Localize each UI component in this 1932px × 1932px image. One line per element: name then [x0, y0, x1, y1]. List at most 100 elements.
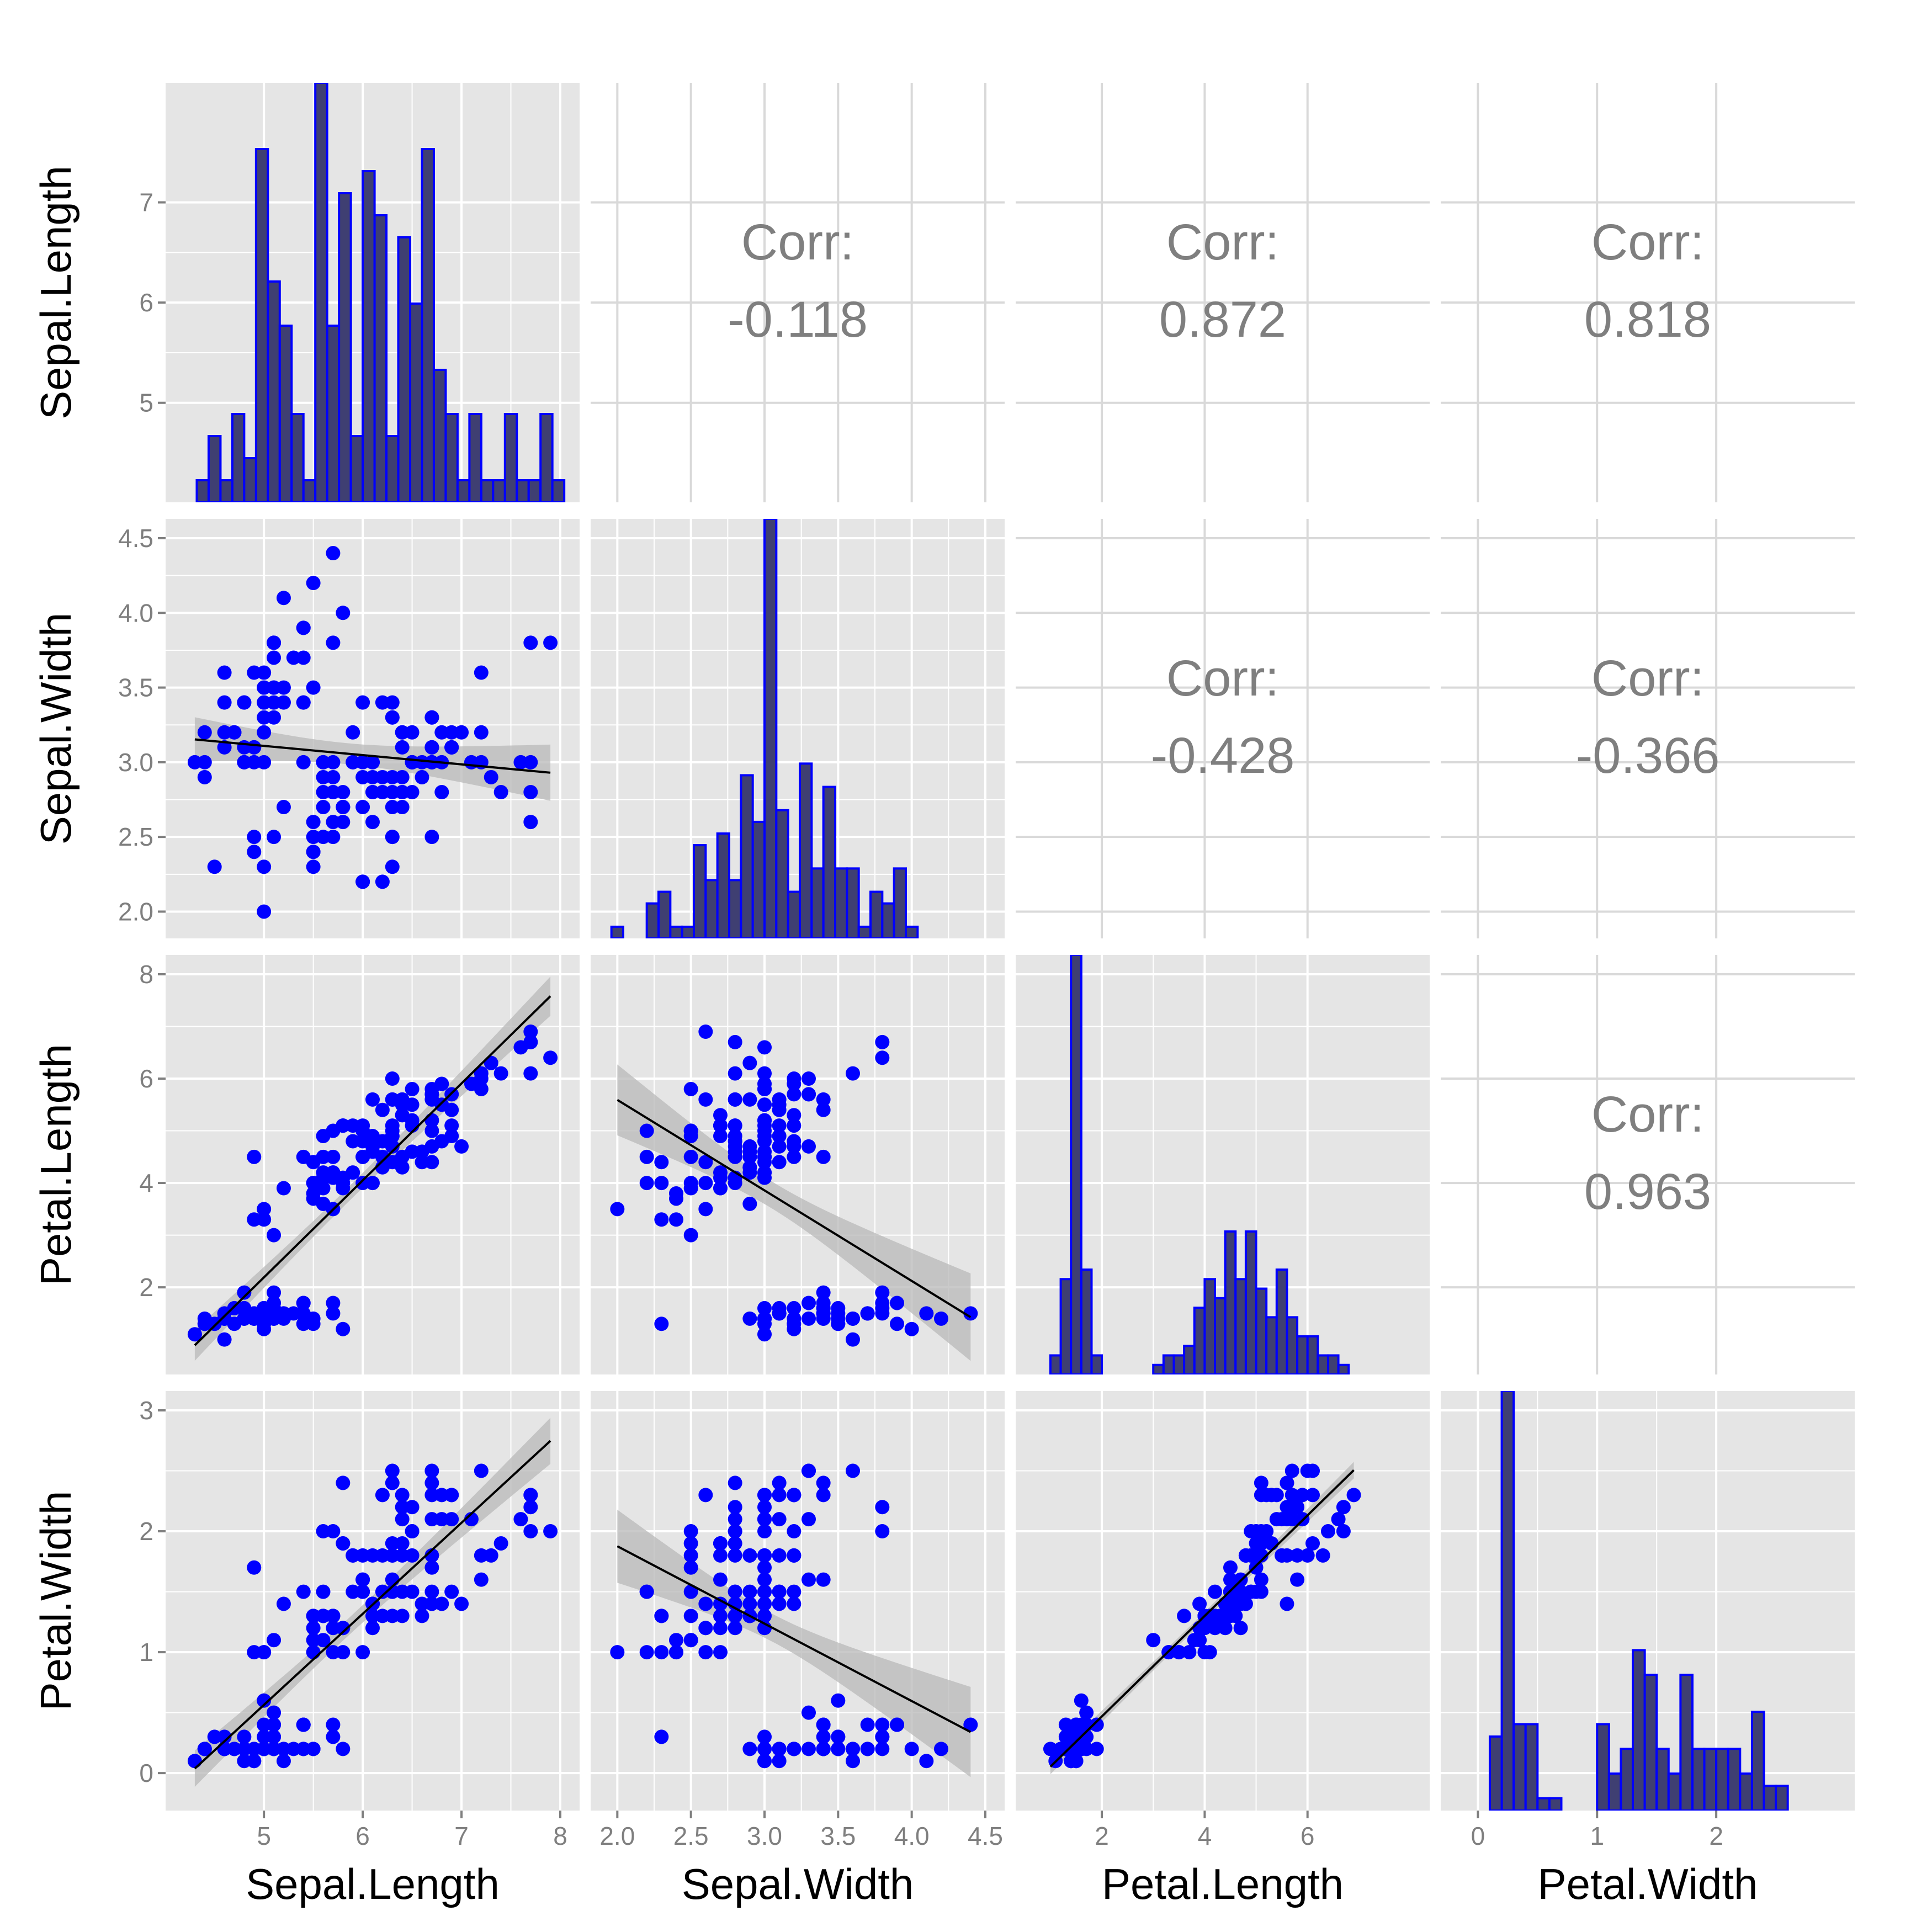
data-point: [875, 1034, 890, 1049]
data-point: [831, 1729, 846, 1744]
data-point: [375, 1609, 390, 1623]
histogram-bar: [610, 925, 624, 938]
data-point: [669, 1191, 683, 1206]
histogram-bar: [799, 762, 813, 938]
data-point: [484, 1548, 498, 1563]
histogram-bar: [254, 148, 269, 502]
data-point: [267, 680, 282, 695]
data-point: [543, 1524, 558, 1539]
data-point: [787, 1584, 802, 1599]
histogram-bar: [857, 925, 872, 938]
data-point: [757, 1301, 772, 1315]
data-point: [1079, 1705, 1094, 1720]
data-point: [728, 1475, 742, 1490]
data-point: [860, 1717, 875, 1732]
histogram-bar: [349, 435, 364, 502]
data-point: [454, 1596, 469, 1611]
panel-marks: [1488, 1391, 1789, 1811]
data-point: [757, 1500, 772, 1515]
data-point: [257, 710, 272, 725]
data-point: [846, 1742, 860, 1756]
histogram-bar: [787, 890, 801, 938]
x-tick-label: 4.5: [968, 1822, 1003, 1850]
histogram-bar: [1234, 1278, 1247, 1374]
histogram-bar: [397, 236, 411, 502]
histogram-bar: [893, 867, 907, 938]
data-point: [919, 1306, 934, 1321]
data-point: [1254, 1475, 1268, 1490]
data-point: [474, 665, 489, 680]
data-point: [1285, 1463, 1299, 1478]
histogram-bar: [1703, 1748, 1718, 1811]
histogram-bar: [1620, 1748, 1634, 1811]
data-point: [713, 1181, 728, 1196]
data-point: [757, 1609, 772, 1623]
data-point: [816, 1475, 831, 1490]
data-point: [1079, 1729, 1094, 1744]
data-point: [1290, 1500, 1305, 1515]
data-point: [890, 1317, 904, 1331]
data-point: [316, 1609, 331, 1623]
data-point: [237, 1311, 252, 1326]
data-point: [698, 1621, 713, 1636]
histogram-bar: [881, 902, 895, 938]
data-point: [247, 1560, 262, 1575]
data-point: [375, 785, 390, 799]
data-point: [890, 1296, 904, 1310]
data-point: [742, 1742, 757, 1756]
data-point: [187, 1754, 202, 1769]
data-point: [787, 1087, 802, 1102]
data-point: [405, 725, 420, 740]
data-point: [772, 1102, 787, 1117]
histogram-bar: [1739, 1772, 1753, 1811]
fit-line: [1049, 1469, 1355, 1768]
data-point: [405, 1524, 420, 1539]
fit-line: [194, 738, 551, 774]
data-point: [385, 1609, 400, 1623]
data-point: [1254, 1584, 1268, 1599]
data-point: [306, 1176, 321, 1191]
data-point: [698, 1596, 713, 1611]
data-point: [336, 1742, 351, 1756]
histogram-bar: [409, 302, 423, 502]
data-point: [713, 1596, 728, 1611]
data-point: [257, 1212, 272, 1227]
histogram-bar: [219, 479, 233, 502]
histogram-bar: [1727, 1748, 1742, 1811]
data-point: [326, 785, 341, 799]
histogram-bar: [1152, 1363, 1165, 1374]
data-point: [742, 1139, 757, 1154]
data-point: [1202, 1645, 1217, 1660]
histogram-bar: [1500, 1391, 1515, 1811]
data-point: [1228, 1609, 1243, 1623]
data-point: [669, 1212, 683, 1227]
data-point: [772, 1306, 787, 1321]
data-point: [326, 1306, 341, 1321]
data-point: [816, 1149, 831, 1164]
histogram-bar: [195, 479, 210, 502]
data-point: [267, 1742, 282, 1756]
data-point: [187, 755, 202, 769]
data-point: [267, 1705, 282, 1720]
data-point: [683, 1149, 698, 1164]
histogram-bar: [314, 83, 328, 502]
data-point: [1043, 1742, 1058, 1756]
data-point: [713, 1165, 728, 1180]
data-point: [493, 1536, 508, 1551]
data-point: [306, 815, 321, 830]
histogram-bar: [385, 435, 400, 502]
histogram-bar: [1296, 1335, 1309, 1374]
data-point: [639, 1149, 654, 1164]
data-point: [217, 1729, 232, 1744]
data-point: [405, 1500, 420, 1515]
data-point: [247, 1645, 262, 1660]
data-point: [639, 1645, 654, 1660]
data-point: [1228, 1596, 1243, 1611]
panel-marks: [610, 1463, 978, 1777]
data-point: [257, 1717, 272, 1732]
data-point: [454, 725, 469, 740]
data-point: [742, 1055, 757, 1070]
data-point: [346, 1584, 360, 1599]
data-point: [257, 1742, 272, 1756]
histogram-bar: [326, 325, 341, 502]
